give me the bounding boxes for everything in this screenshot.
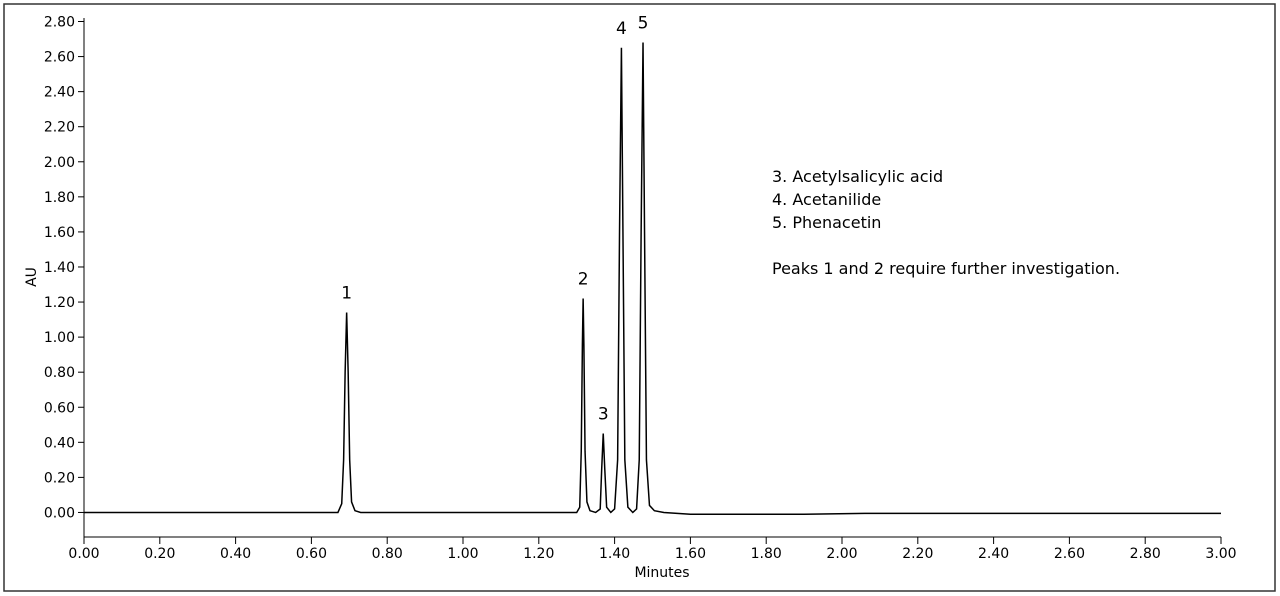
frame [3,3,1276,592]
x-tick-label: 1.00 [447,546,478,562]
y-tick-label: 1.80 [44,190,75,206]
y-tick-label: 2.20 [44,120,75,136]
x-tick-label: 2.40 [978,546,1009,562]
x-tick-label: 1.80 [751,546,782,562]
x-tick-label: 1.20 [523,546,554,562]
y-tick-label: 1.40 [44,260,75,276]
note: 5. Phenacetin [772,213,881,232]
y-tick-label: 2.00 [44,155,75,171]
x-tick-label: 0.80 [372,546,403,562]
y-tick-label: 0.60 [44,400,75,416]
x-tick-label: 0.00 [68,546,99,562]
x-tick-label: 2.80 [1130,546,1161,562]
y-tick-label: 1.00 [44,330,75,346]
peak-label: 3 [598,405,609,425]
peak-label: 4 [616,19,627,39]
peak-label: 1 [341,284,352,304]
y-tick-label: 2.80 [44,15,75,31]
x-tick-label: 0.40 [220,546,251,562]
x-tick-label: 0.60 [296,546,327,562]
note: 4. Acetanilide [772,190,881,209]
y-tick-label: 0.40 [44,435,75,451]
x-tick-label: 3.00 [1205,546,1236,562]
peak-label: 5 [638,14,649,34]
y-tick-label: 0.20 [44,470,75,486]
note: 3. Acetylsalicylic acid [772,167,943,186]
y-tick-label: 2.60 [44,50,75,66]
y-tick-label: 0.00 [44,505,75,521]
y-tick-label: 0.80 [44,365,75,381]
x-tick-label: 0.20 [144,546,175,562]
y-axis-label: AU [24,267,40,287]
x-axis-label: Minutes [634,565,689,581]
y-tick-label: 1.20 [44,295,75,311]
peak-label: 2 [578,270,589,290]
y-tick-label: 2.40 [44,85,75,101]
note: Peaks 1 and 2 require further investigat… [772,259,1120,278]
x-tick-label: 2.00 [826,546,857,562]
trace [84,42,1221,515]
x-tick-label: 1.40 [599,546,630,562]
x-tick-label: 2.60 [1054,546,1085,562]
x-tick-label: 1.60 [675,546,706,562]
x-tick-label: 2.20 [902,546,933,562]
y-tick-label: 1.60 [44,225,75,241]
